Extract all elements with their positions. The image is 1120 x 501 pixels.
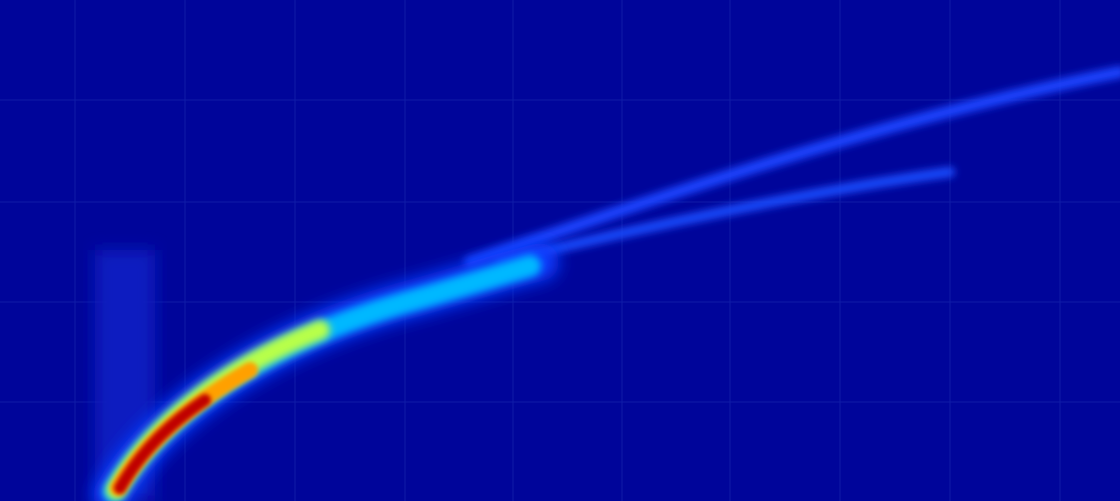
heatmap-view bbox=[0, 0, 1120, 501]
